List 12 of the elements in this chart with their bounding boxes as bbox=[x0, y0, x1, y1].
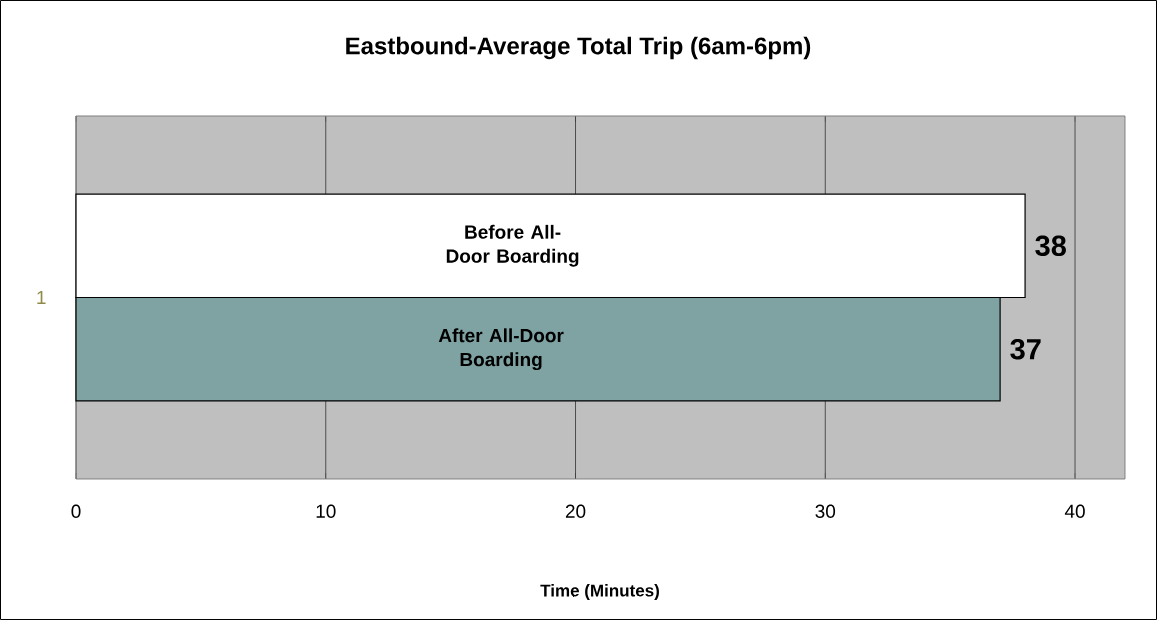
data-label: 37 bbox=[1010, 338, 1041, 360]
y-tick-label: 1 bbox=[37, 290, 46, 305]
x-axis-title: Time (Minutes) bbox=[540, 584, 659, 600]
x-tick-label: 10 bbox=[316, 504, 336, 518]
x-tick-label: 40 bbox=[1064, 504, 1085, 518]
chart-title: Eastbound-Average Total Trip (6am-6pm) bbox=[346, 36, 811, 60]
data-label: 38 bbox=[1035, 235, 1066, 257]
series-label: Before All-Door Boarding bbox=[446, 224, 579, 267]
x-tick-label: 30 bbox=[815, 504, 836, 518]
x-tick-label: 0 bbox=[71, 504, 81, 518]
x-tick-label: 20 bbox=[565, 504, 586, 518]
series-label: After All-Door Boarding bbox=[438, 328, 564, 371]
